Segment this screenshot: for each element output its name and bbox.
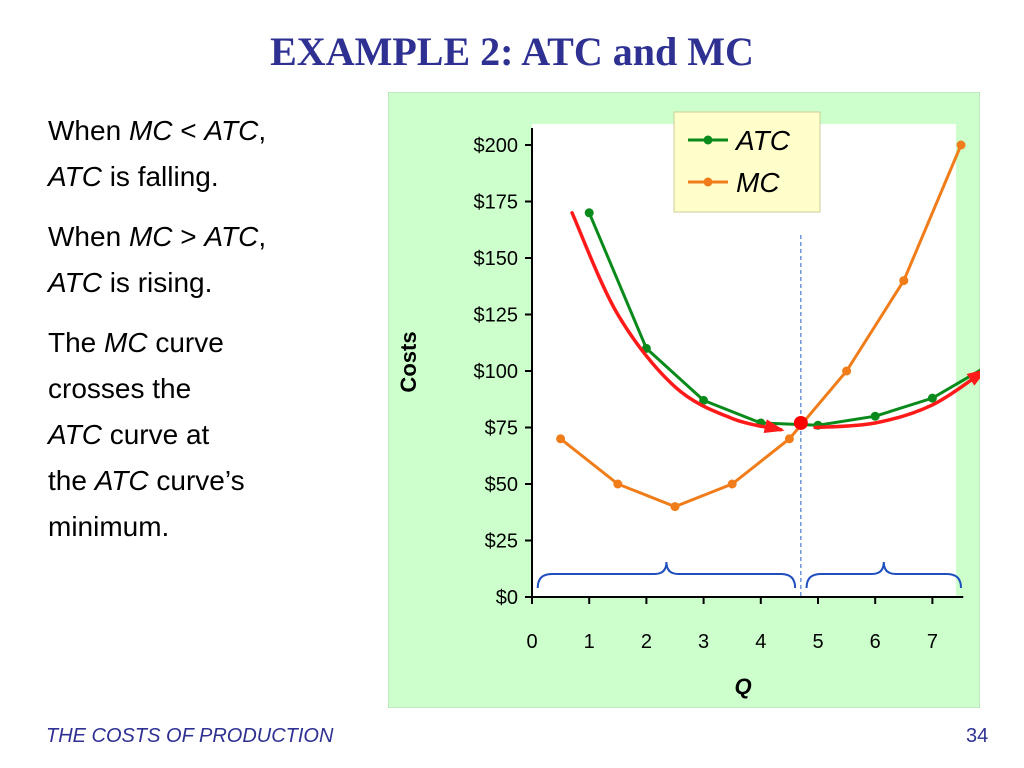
legend-marker-atc xyxy=(703,135,713,145)
x-tick-label: 0 xyxy=(526,631,537,653)
x-tick-label: 4 xyxy=(755,631,766,653)
footer-text: THE COSTS OF PRODUCTION xyxy=(46,725,334,747)
data-point-mc xyxy=(784,434,794,444)
data-point-atc xyxy=(584,208,594,218)
bullet-segment: ATC xyxy=(48,267,102,298)
bullet-segment: is falling. xyxy=(101,161,219,192)
data-point-mc xyxy=(727,479,737,489)
rising-range-brace xyxy=(805,561,962,589)
x-tick-label: 6 xyxy=(870,631,881,653)
y-tick-label: $200 xyxy=(474,135,519,157)
data-point-mc xyxy=(613,479,623,489)
atc-mc-chart: $0 $25 $50 $75 $100 $125 $150 $175 $200 0 1 2 3 4 5 6 7… xyxy=(388,92,980,708)
y-tick-label: $25 xyxy=(485,531,518,553)
bullet-segment: MC xyxy=(104,327,148,358)
bullet-line: ATC curve at xyxy=(48,412,368,458)
data-point-atc xyxy=(699,395,709,405)
bullet-segment: curve at xyxy=(101,419,210,450)
legend: ATC MC xyxy=(673,111,821,213)
y-tick-label: $50 xyxy=(485,474,518,496)
slide-number: 34 xyxy=(966,725,989,747)
bullet-segment: is rising. xyxy=(101,267,213,298)
bullet-segment: ATC xyxy=(204,221,259,252)
bullet-segment: When xyxy=(48,221,129,252)
rising-arrow xyxy=(813,371,980,430)
bullet-segment: MC xyxy=(128,115,173,146)
legend-label-atc: ATC xyxy=(734,125,791,156)
bullet-segment: When xyxy=(48,115,129,146)
bullet-paragraph: When MC < ATC, ATC is falling. xyxy=(48,108,368,200)
bullet-paragraph: When MC > ATC, ATC is rising. xyxy=(48,214,368,306)
slide-title: EXAMPLE 2: ATC and MC xyxy=(270,29,754,74)
bullet-segment: MC xyxy=(128,221,173,252)
bullet-line: the ATC curve’s xyxy=(48,458,368,504)
data-point-mc xyxy=(899,276,909,286)
bullet-line: When MC > ATC, xyxy=(48,214,368,260)
bullet-segment: ATC xyxy=(204,115,259,146)
bullet-segment: , xyxy=(258,221,267,252)
bullet-segment: > xyxy=(172,221,205,252)
bullet-line: crosses the xyxy=(48,366,368,412)
legend-box xyxy=(673,111,821,213)
x-tick-label: 1 xyxy=(584,631,595,653)
y-tick-label: $100 xyxy=(474,361,519,383)
x-tick-label: 2 xyxy=(641,631,652,653)
data-point-mc xyxy=(556,434,566,444)
bullet-line: ATC is falling. xyxy=(48,154,368,200)
y-tick-label: $0 xyxy=(496,587,518,609)
bullet-paragraph: The MC curve crosses the ATC curve at the A… xyxy=(48,320,368,550)
falling-range-brace xyxy=(536,561,797,589)
x-tick-label: 3 xyxy=(698,631,709,653)
bullet-line: The MC curve xyxy=(48,320,368,366)
intersection-point xyxy=(793,415,808,430)
y-tick-label: $75 xyxy=(485,418,518,440)
data-point-mc xyxy=(956,140,966,150)
x-tick-label: 7 xyxy=(927,631,938,653)
bullet-line: ATC is rising. xyxy=(48,260,368,306)
x-axis-label: Q xyxy=(734,674,751,699)
bullet-segment: ATC xyxy=(48,161,102,192)
bullet-segment: , xyxy=(258,115,267,146)
x-axis-ticks: 0 1 2 3 4 5 6 7 xyxy=(526,597,938,653)
trend-arrows xyxy=(570,211,980,433)
bullet-text: When MC < ATC, ATC is falling. When MC > A… xyxy=(48,108,368,564)
legend-label-mc: MC xyxy=(736,167,780,198)
series-line-atc xyxy=(587,212,980,427)
series-line-mc xyxy=(559,144,963,509)
y-tick-label: $150 xyxy=(474,248,519,270)
bullet-segment: ATC xyxy=(48,419,102,450)
data-point-atc xyxy=(927,393,937,403)
bullet-segment: minimum. xyxy=(48,511,170,542)
bullet-segment: the xyxy=(48,465,95,496)
bullet-segment: curve’s xyxy=(148,465,245,496)
y-tick-label: $175 xyxy=(474,192,519,214)
bullet-segment: ATC xyxy=(94,465,149,496)
data-point-atc xyxy=(870,411,880,421)
x-tick-label: 5 xyxy=(812,631,823,653)
falling-arrow-head xyxy=(763,419,785,433)
y-axis-label: Costs xyxy=(396,331,421,392)
bullet-segment: curve xyxy=(147,327,224,358)
y-axis-ticks: $0 $25 $50 $75 $100 $125 $150 $175 $200 xyxy=(474,135,532,609)
series-group xyxy=(556,140,980,512)
rising-arrow-head xyxy=(966,370,980,386)
legend-marker-mc xyxy=(703,177,713,187)
bullet-segment: < xyxy=(172,115,205,146)
range-braces xyxy=(536,561,962,589)
falling-arrow xyxy=(570,211,783,432)
data-point-mc xyxy=(670,502,680,512)
bullet-segment: The xyxy=(48,327,105,358)
bullet-line: When MC < ATC, xyxy=(48,108,368,154)
bullet-segment: crosses the xyxy=(48,373,192,404)
y-tick-label: $125 xyxy=(474,305,519,327)
bullet-line: minimum. xyxy=(48,504,368,550)
data-point-mc xyxy=(842,366,852,376)
